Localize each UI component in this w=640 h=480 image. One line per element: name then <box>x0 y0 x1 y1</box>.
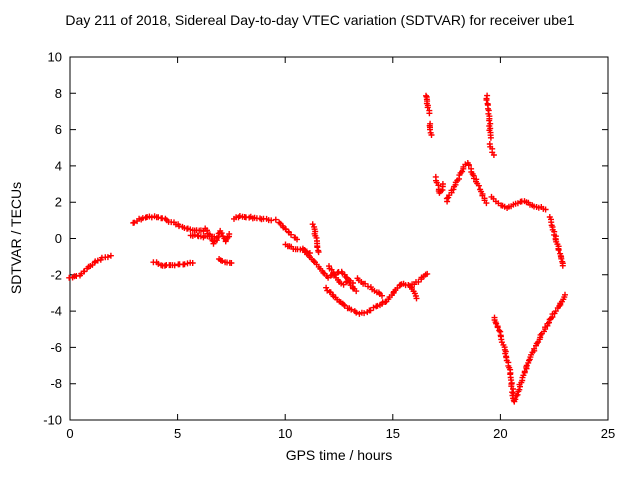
y-tick-label: -2 <box>50 267 62 282</box>
data-segment <box>432 173 446 196</box>
data-segment <box>546 214 566 269</box>
x-tick-label: 15 <box>386 426 400 441</box>
y-tick-label: 6 <box>55 122 62 137</box>
x-tick-label: 10 <box>278 426 292 441</box>
y-tick-label: -4 <box>50 304 62 319</box>
y-tick-label: 8 <box>55 86 62 101</box>
data-segment <box>231 213 275 224</box>
x-axis-label: GPS time / hours <box>285 447 393 463</box>
data-segment <box>323 284 389 317</box>
data-segment <box>426 120 435 138</box>
data-segment <box>398 270 431 289</box>
x-tick-label: 20 <box>493 426 507 441</box>
y-tick-label: 10 <box>48 50 62 65</box>
chart-title: Day 211 of 2018, Sidereal Day-to-day VTE… <box>65 12 575 28</box>
data-segment <box>491 291 568 405</box>
data-segment <box>272 216 300 243</box>
data-segment <box>423 92 433 117</box>
y-tick-label: -6 <box>50 340 62 355</box>
data-segment <box>216 256 235 266</box>
data-segment <box>488 193 508 210</box>
data-segment <box>326 263 356 286</box>
y-tick-label: 0 <box>55 231 62 246</box>
x-tick-label: 5 <box>174 426 181 441</box>
y-tick-label: 4 <box>55 158 62 173</box>
data-segment <box>150 259 196 269</box>
x-tick-label: 0 <box>66 426 73 441</box>
data-segment <box>443 160 490 207</box>
y-tick-label: -10 <box>43 413 62 428</box>
plot-border <box>69 56 609 421</box>
data-segment <box>130 213 207 235</box>
data-segment <box>354 275 385 299</box>
x-tick-label: 25 <box>601 426 615 441</box>
data-segment <box>483 92 494 141</box>
data-segment <box>383 281 404 305</box>
y-tick-label: -8 <box>50 376 62 391</box>
data-segment <box>309 221 322 256</box>
data-segment <box>486 141 497 158</box>
data-segment <box>202 225 233 247</box>
data-segment <box>504 198 549 213</box>
data-segment <box>66 252 114 281</box>
data-segment <box>408 284 420 302</box>
y-tick-label: 2 <box>55 195 62 210</box>
